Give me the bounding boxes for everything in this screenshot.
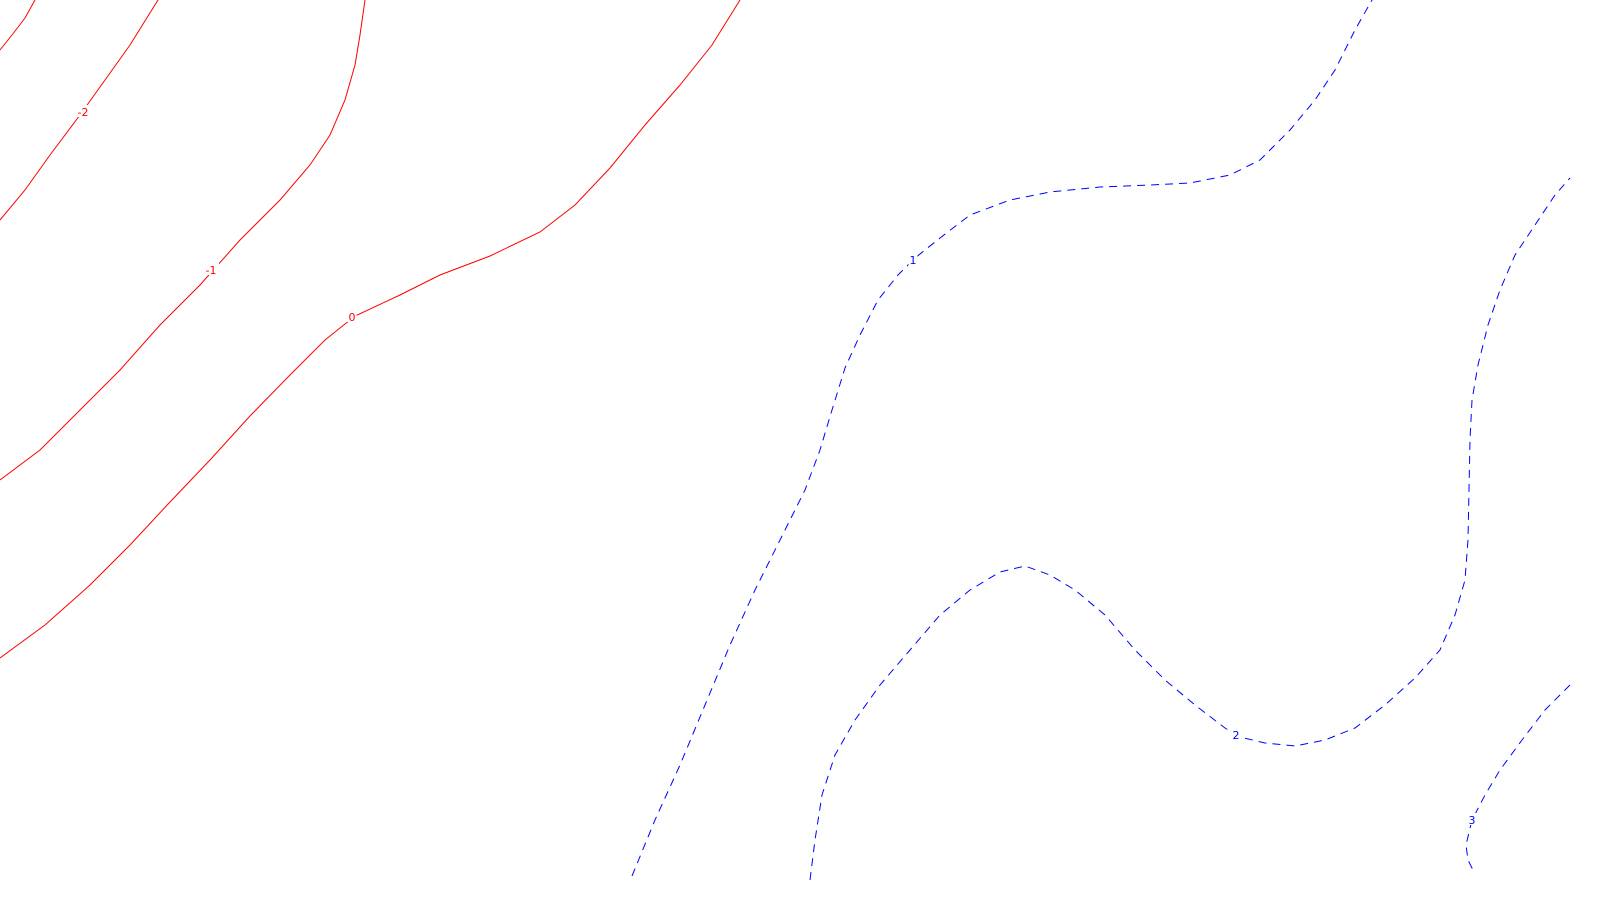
contour-lines — [0, 0, 1571, 881]
contour-line-level-1 — [631, 0, 1373, 877]
contour-line-level-3 — [1465, 684, 1571, 873]
contour-label-background — [203, 263, 219, 275]
contour-label-background — [908, 253, 918, 265]
contour-label: -1 — [206, 264, 217, 277]
contour-line-level-0 — [0, 0, 741, 659]
contour-label: -2 — [78, 106, 89, 119]
contour-label: 1 — [910, 254, 917, 267]
contour-label-background — [347, 310, 357, 322]
contour-label: 0 — [349, 311, 356, 324]
contour-labels: -2 -1 0 1 2 3 — [75, 105, 1477, 827]
contour-label: 3 — [1469, 814, 1476, 827]
contour-label-background — [75, 105, 91, 117]
contour-line-level-minus1 — [0, 0, 366, 481]
contour-line-level-minus1-branch-2 — [0, 0, 36, 51]
contour-label-background — [1467, 813, 1477, 825]
contour-line-level-2 — [809, 177, 1571, 881]
contour-label: 2 — [1233, 729, 1240, 742]
contour-label-background — [1231, 728, 1241, 740]
